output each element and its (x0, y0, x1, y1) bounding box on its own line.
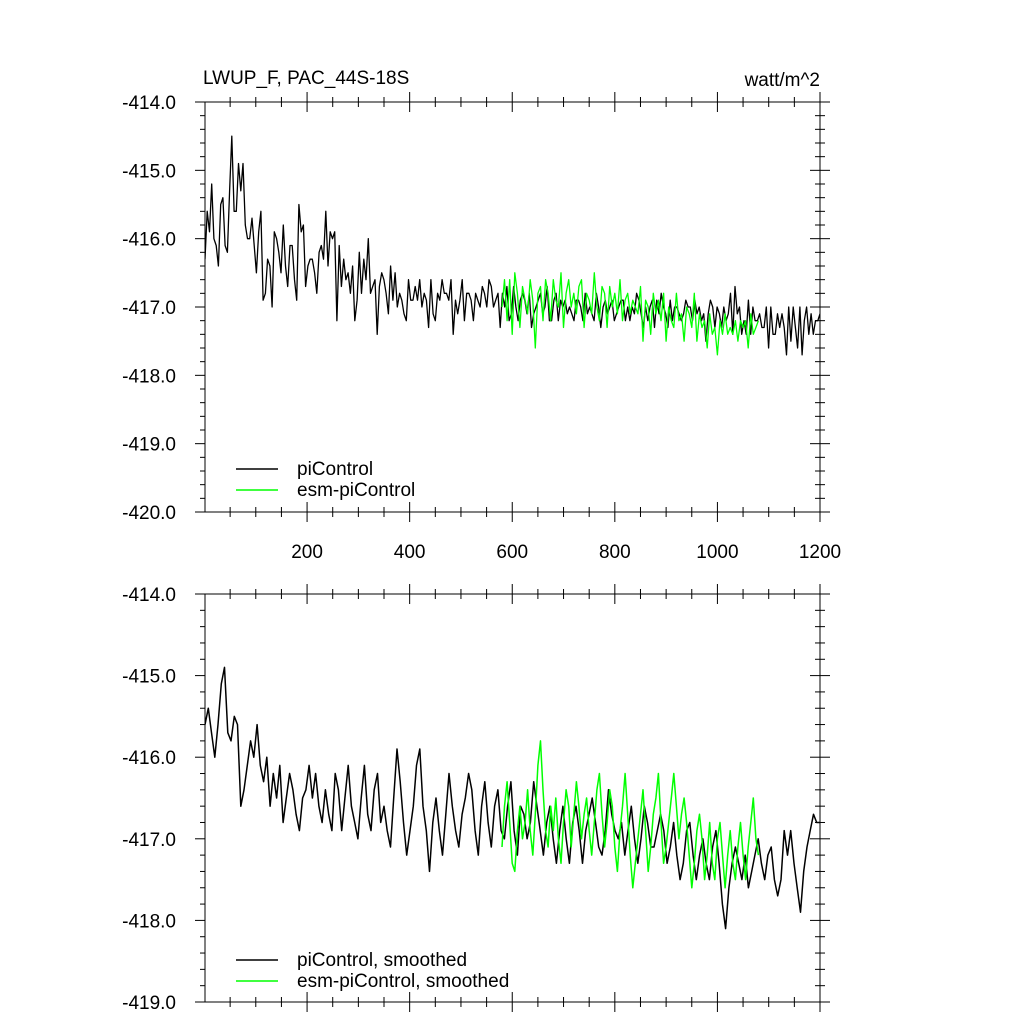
panel1-ytick-label: -417.0 (122, 298, 176, 319)
panel1-ytick-label: -416.0 (122, 230, 176, 251)
panel1-xtick-label: 800 (599, 542, 631, 563)
panel2-series-picontrol-smoothed (205, 666, 820, 930)
panel2-ytick-label: -418.0 (122, 911, 176, 932)
panel1-ytick-label: -414.0 (122, 93, 176, 114)
panel2-ytick-label: -417.0 (122, 830, 176, 851)
panel1-xtick-label: 400 (394, 542, 426, 563)
panel2-ytick-label: -415.0 (122, 667, 176, 688)
panel1-xtick-label: 600 (496, 542, 528, 563)
panel2-ytick-label: -419.0 (122, 993, 176, 1014)
panel2-legend-label: esm-piControl, smoothed (297, 971, 509, 992)
panel1-series-esm-picontrol (501, 272, 760, 356)
panel2-series-esm-picontrol-smoothed (501, 740, 760, 889)
panel1-plot: 200 400 600 800 1000 1200 -414.0 -415.0 -416.0 -4… (122, 92, 841, 563)
panel1-ytick-label: -419.0 (122, 435, 176, 456)
panel1-xtick-label: 1200 (799, 542, 841, 563)
panel1-title: LWUP_F, PAC_44S-18S (203, 68, 409, 89)
panel2-ytick-label: -414.0 (122, 585, 176, 606)
panel1-xtick-label: 1000 (696, 542, 738, 563)
panel1-legend-label: piControl (297, 459, 373, 480)
panel2-legend-label: piControl, smoothed (297, 950, 467, 971)
panel1-ytick-label: -418.0 (122, 366, 176, 387)
panel1-legend-label: esm-piControl (297, 480, 415, 501)
panel1-ytick-label: -420.0 (122, 503, 176, 524)
panel2-plot: -414.0 -415.0 -416.0 -417.0 -418.0 -419.0 piCo… (122, 584, 830, 1014)
panel2-ytick-label: -416.0 (122, 748, 176, 769)
panel1-ytick-label: -415.0 (122, 161, 176, 182)
panel1-units: watt/m^2 (744, 70, 820, 91)
panel1-series-picontrol (205, 135, 820, 356)
panel1-xtick-label: 200 (291, 542, 323, 563)
